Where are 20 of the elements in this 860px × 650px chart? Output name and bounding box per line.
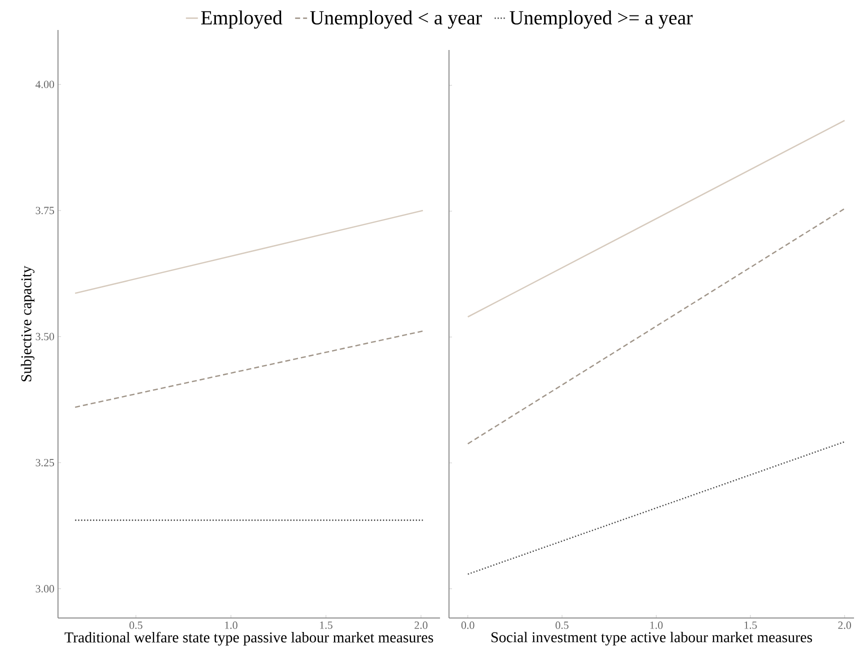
x-tick-label: 1.5	[320, 622, 332, 629]
x-tick-label: 2.0	[414, 622, 428, 629]
legend-label: Unemployed >= a year	[510, 10, 693, 29]
x-tick-label: 0.5	[129, 622, 142, 629]
y-tick-label: 3.75	[36, 206, 54, 214]
legend-label: Unemployed < a year	[310, 10, 482, 29]
legend-label: Employed	[201, 10, 282, 29]
y-tick-label: 3.00	[36, 585, 54, 592]
y-tick-label: 3.25	[36, 458, 54, 466]
x-tick-label: 1.0	[225, 622, 238, 629]
y-axis-title: Subjective capacity	[20, 266, 34, 382]
y-tick-label: 3.50	[36, 332, 54, 340]
x-tick-label: 0.0	[461, 622, 474, 629]
x-tick-label: 0.5	[556, 622, 568, 629]
x-axis-title: Social investment type active labour market measures	[491, 632, 812, 646]
x-tick-label: 2.0	[838, 622, 852, 629]
x-tick-label: 1.0	[650, 622, 663, 629]
x-tick-label: 1.5	[744, 622, 757, 629]
y-tick-label: 4.00	[36, 80, 54, 88]
x-axis-title: Traditional welfare state type passive labour market measures	[64, 632, 434, 646]
